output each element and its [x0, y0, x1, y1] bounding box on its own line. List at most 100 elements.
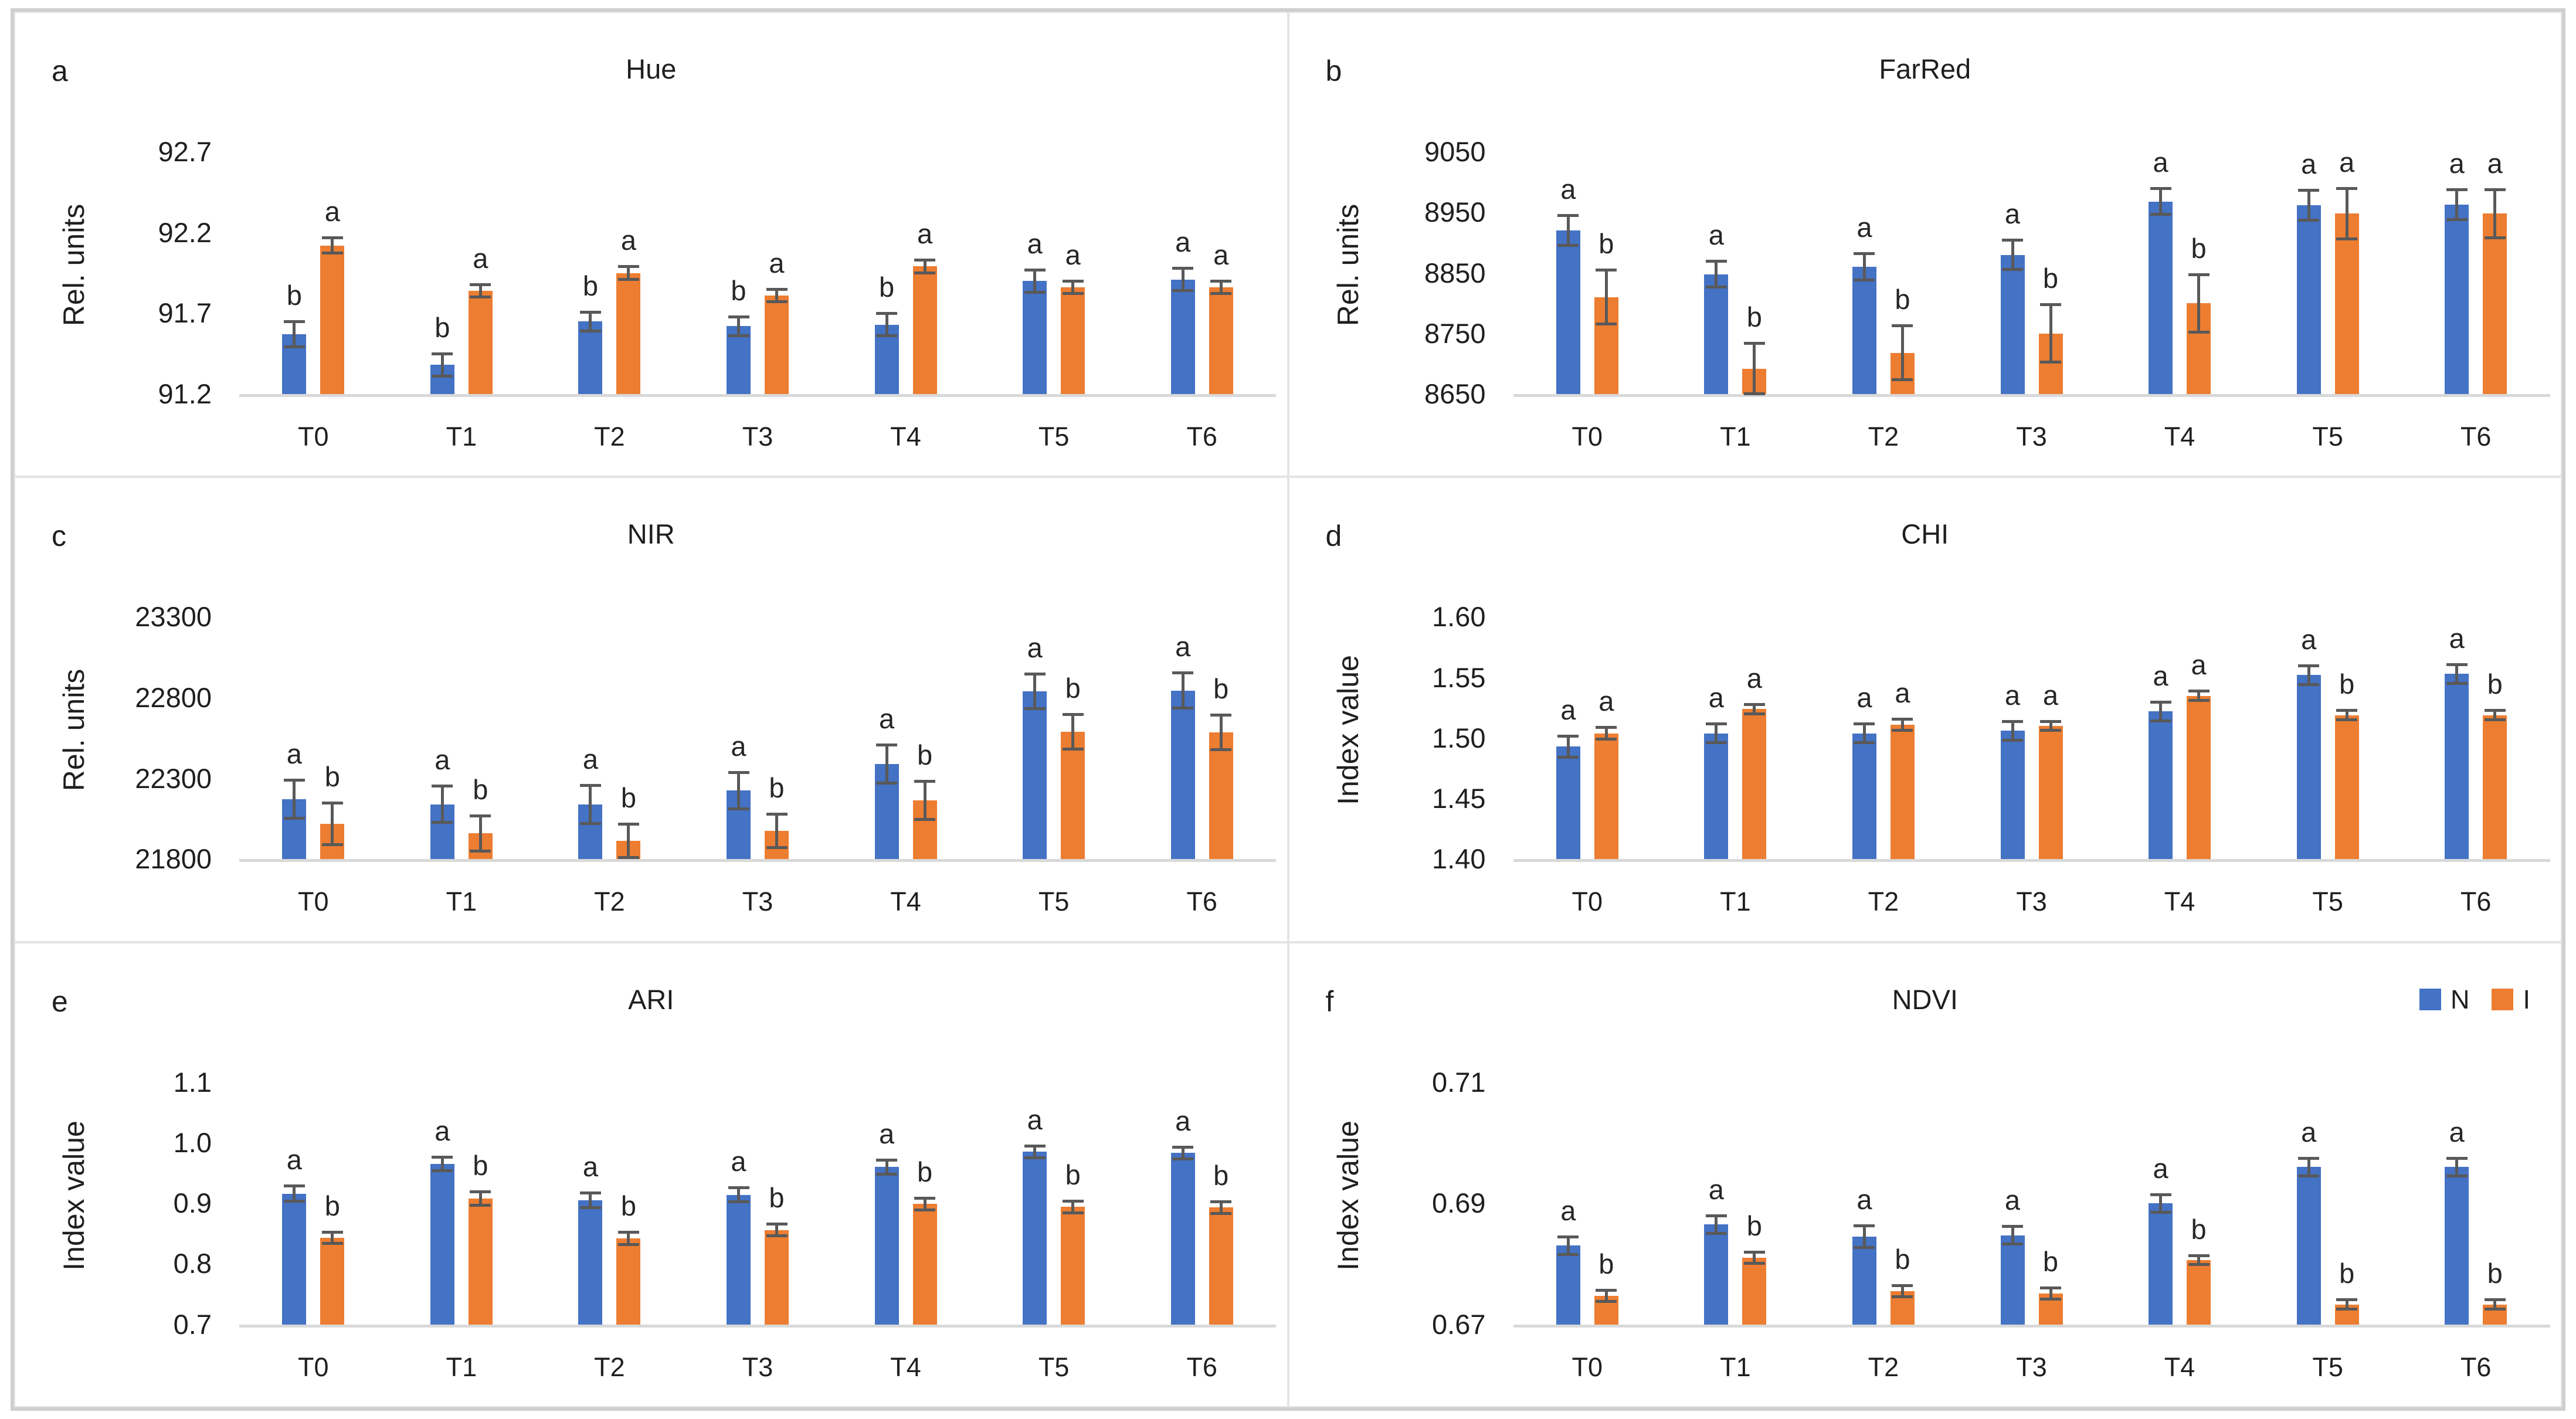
bar-i-T5: [2334, 213, 2359, 394]
bar-i-T1: [1742, 1258, 1767, 1325]
sig-letter: a: [2153, 1152, 2168, 1184]
error-bar-cap-bottom: [2150, 1210, 2171, 1214]
error-bar: [775, 289, 778, 303]
bar-i-T4: [912, 266, 937, 394]
error-bar-cap-bottom: [1172, 288, 1194, 292]
error-bar: [589, 311, 592, 331]
sig-letter: b: [731, 274, 746, 306]
bar-n-T3: [727, 326, 751, 394]
error-bar: [1862, 724, 1866, 744]
bar-i-T2: [616, 1238, 641, 1325]
error-bar-cap-bottom: [2298, 683, 2320, 686]
error-bar: [1566, 735, 1570, 758]
error-bar-cap-bottom: [470, 849, 491, 853]
bar-i-T2: [1890, 725, 1915, 860]
error-bar-cap-top: [2446, 1156, 2468, 1160]
error-bar-cap-top: [617, 822, 639, 826]
panel-ari: e ARI Index value 0.7 0.8 0.9 1.0 1.1 T0 a b T1 a…: [14, 942, 1288, 1407]
bar-n-T1: [1704, 274, 1729, 394]
error-bar-cap-top: [470, 1190, 491, 1193]
error-bar: [1900, 325, 1904, 381]
error-bar: [2159, 1194, 2163, 1213]
error-bar: [2455, 1157, 2459, 1176]
plot-area: 0.7 0.8 0.9 1.0 1.1 T0 a b T1 a b T2 a b T3 a b T4 a b T5 a b T…: [15, 943, 1287, 1406]
x-tick-label: T4: [890, 887, 921, 917]
error-bar-cap-bottom: [579, 1206, 601, 1210]
error-bar: [2011, 239, 2014, 270]
bar-n-T4: [2149, 1203, 2173, 1325]
error-bar-cap-top: [2298, 1156, 2320, 1160]
error-bar: [1753, 343, 1756, 394]
error-bar-cap-top: [1854, 722, 1875, 726]
error-bar: [1715, 724, 1718, 744]
x-tick-label: T6: [1186, 422, 1217, 451]
x-axis-line: [239, 859, 1276, 863]
sig-letter: b: [286, 280, 302, 311]
error-bar-cap-bottom: [470, 1204, 491, 1207]
y-tick-label: 1.60: [1432, 601, 1486, 633]
error-bar-cap-top: [1854, 1224, 1875, 1228]
error-bar-cap-top: [1062, 1200, 1084, 1203]
error-bar-cap-bottom: [1854, 278, 1875, 281]
panel-letter: d: [1325, 520, 1342, 553]
bar-i-T1: [468, 1198, 493, 1325]
sig-letter: b: [2339, 1258, 2355, 1289]
error-bar-cap-top: [432, 785, 453, 788]
error-bar-cap-top: [579, 310, 601, 314]
error-bar: [627, 266, 630, 280]
error-bar-cap-top: [2188, 690, 2210, 693]
error-bar-cap-bottom: [1172, 1157, 1194, 1160]
bar-n-T0: [1556, 230, 1580, 394]
error-bar-cap-bottom: [766, 300, 788, 304]
error-bar-cap-bottom: [1892, 378, 1913, 382]
error-bar: [331, 237, 334, 254]
sig-letter: b: [473, 1149, 488, 1181]
y-tick-label: 1.0: [173, 1126, 212, 1158]
x-axis-line: [1513, 1324, 2550, 1328]
figure-outer-border: [11, 8, 2565, 1411]
error-bar: [2197, 1255, 2201, 1265]
bar-i-T6: [2483, 213, 2507, 394]
error-bar-cap-top: [1557, 214, 1579, 218]
error-bar-cap-top: [2188, 273, 2210, 276]
sig-letter: a: [917, 218, 933, 250]
sig-letter: a: [1895, 677, 1910, 708]
bar-n-T1: [1704, 1224, 1729, 1325]
y-tick-label: 1.55: [1432, 661, 1486, 693]
sig-letter: b: [324, 761, 340, 792]
error-bar: [293, 780, 296, 819]
chart-title: FarRed: [1879, 53, 1971, 84]
sig-letter: b: [435, 312, 450, 344]
error-bar: [1900, 1285, 1904, 1298]
error-bar-cap-top: [2336, 709, 2358, 712]
error-bar: [1219, 281, 1223, 294]
error-bar-cap-bottom: [1210, 748, 1232, 752]
y-tick-label: 91.7: [158, 297, 212, 329]
error-bar-cap-bottom: [2446, 1174, 2468, 1177]
sig-letter: a: [1560, 1194, 1576, 1226]
error-bar: [440, 786, 444, 823]
error-bar: [1566, 1236, 1570, 1255]
error-bar-cap-bottom: [1743, 1262, 1765, 1265]
error-bar: [478, 284, 482, 297]
error-bar-cap-bottom: [579, 329, 601, 332]
error-bar: [1900, 718, 1904, 731]
error-bar-cap-top: [2336, 1298, 2358, 1302]
error-bar: [885, 1159, 888, 1174]
bar-i-T5: [1061, 1207, 1085, 1325]
error-bar-cap-bottom: [2484, 236, 2506, 239]
error-bar-cap-top: [2040, 303, 2061, 307]
error-bar-cap-top: [1705, 259, 1727, 263]
bar-i-T4: [2187, 1260, 2211, 1325]
error-bar-cap-bottom: [1210, 1211, 1232, 1215]
error-bar: [478, 1191, 482, 1206]
sig-letter: a: [1027, 632, 1043, 663]
error-bar-cap-top: [2446, 663, 2468, 666]
error-bar-cap-bottom: [1062, 1211, 1084, 1214]
error-bar-cap-bottom: [1596, 737, 1617, 741]
bar-n-T3: [2000, 254, 2025, 394]
panel-letter: b: [1325, 55, 1342, 87]
x-tick-label: T6: [2460, 422, 2492, 451]
error-bar: [885, 744, 888, 783]
error-bar-cap-top: [2150, 186, 2171, 190]
